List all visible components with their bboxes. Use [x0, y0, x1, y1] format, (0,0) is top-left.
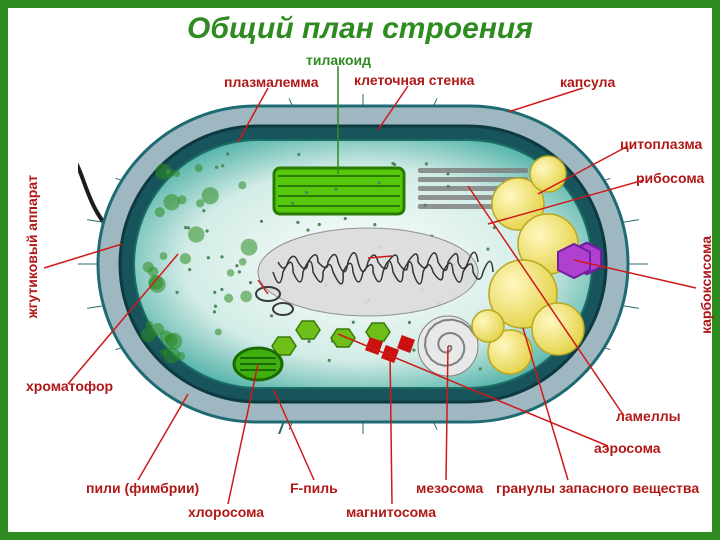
callout-lines — [8, 8, 712, 532]
